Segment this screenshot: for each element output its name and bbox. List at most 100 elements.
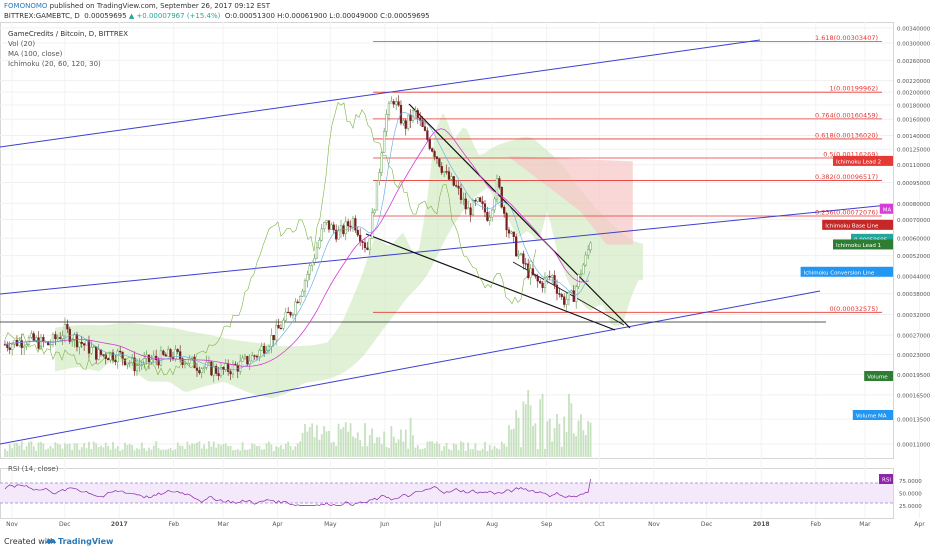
price-tick-label: 0.00044000 (897, 274, 931, 280)
candle-body (275, 325, 278, 341)
wedge-lower-trendline (365, 233, 616, 331)
volume-bar (212, 441, 215, 457)
volume-bar (143, 448, 146, 457)
volume-bar (52, 448, 54, 457)
volume-bar (116, 446, 119, 457)
volume-bar (157, 448, 160, 457)
ichimoku-cloud-bearish (507, 156, 633, 245)
candle-body (147, 354, 151, 363)
volume-bar (431, 441, 434, 457)
candle-body (270, 335, 273, 347)
volume-bar (20, 441, 23, 457)
time-tick-label: Oct (594, 521, 605, 528)
price-tag-label: Ichimoku Conversion Line (804, 270, 875, 276)
candle-body (383, 131, 386, 153)
volume-bar (217, 443, 220, 457)
candle-body (351, 218, 355, 228)
volume-bar (227, 446, 230, 457)
volume-bar (481, 448, 484, 457)
candle-body (162, 350, 165, 355)
volume-bar (404, 429, 407, 457)
candle-body (195, 367, 199, 371)
candle-body (335, 229, 338, 240)
volume-bar (438, 444, 441, 457)
volume-bar (503, 443, 506, 457)
author-name[interactable]: FOMONOMO (4, 2, 48, 10)
legend-vol: Vol (20) (8, 40, 35, 48)
volume-bar (536, 449, 539, 457)
volume-bar (296, 443, 299, 457)
volume-bar (520, 447, 522, 457)
candle-body (375, 180, 379, 211)
volume-bar (289, 446, 292, 457)
candle-body (459, 188, 463, 200)
published-text: published on TradingView.com, September … (49, 2, 270, 10)
volume-bar (80, 447, 83, 457)
rsi-tick-label: 75.0000 (899, 479, 922, 485)
candle-body (476, 197, 479, 202)
volume-bar (383, 431, 386, 457)
price-tick-label: 0.00016500 (897, 393, 931, 399)
candle-body (217, 373, 220, 377)
volume-bar (412, 435, 414, 457)
volume-bar (352, 436, 354, 457)
volume-bar (301, 432, 304, 457)
candle-body (59, 337, 62, 339)
candle-body (467, 207, 470, 210)
volume-bar (568, 393, 570, 457)
volume-bar (325, 431, 328, 457)
candle-body (210, 361, 213, 376)
volume-bar (491, 449, 494, 457)
volume-bar (162, 449, 165, 457)
fib-level-label: 0.618(0.00136020) (815, 131, 878, 139)
price-tick-label: 0.00200000 (897, 91, 931, 97)
volume-bar (541, 394, 544, 457)
candle-body (18, 340, 21, 347)
volume-bar (18, 445, 21, 457)
candle-body (39, 336, 43, 349)
candle-body (311, 262, 314, 266)
time-tick-label: Jul (433, 521, 442, 528)
volume-bar (385, 446, 388, 457)
candle-body (236, 364, 239, 372)
price-tag-label: MA (883, 207, 892, 213)
candle-body (387, 102, 391, 115)
tradingview-brand[interactable]: TradingView (58, 537, 114, 546)
candle-body (551, 275, 554, 278)
candle-body (212, 366, 215, 376)
time-tick-label: 2017 (111, 521, 128, 528)
candle-body (138, 364, 141, 366)
volume-bar (40, 441, 42, 457)
candle-body (90, 347, 93, 354)
volume-bar (364, 423, 366, 457)
candle-body (416, 110, 419, 118)
volume-bar (371, 428, 374, 457)
candle-body (555, 284, 559, 294)
candle-body (51, 334, 55, 345)
candle-body (318, 239, 321, 249)
volume-bar (558, 423, 561, 457)
volume-bar (436, 441, 438, 457)
candle-body (330, 224, 333, 230)
volume-bar (392, 436, 395, 457)
candle-body (251, 355, 254, 362)
channel-upper-line (0, 39, 761, 148)
volume-bar (527, 389, 530, 457)
volume-bar (330, 442, 333, 457)
volume-bar (565, 432, 568, 457)
candle-body (87, 340, 91, 354)
candle-body (128, 362, 131, 364)
volume-bar (496, 448, 498, 457)
volume-bar (380, 444, 383, 457)
volume-bar (589, 422, 592, 457)
volume-bar (282, 449, 285, 457)
candle-body (438, 158, 441, 167)
volume-bar (460, 441, 462, 457)
price-tag (833, 155, 893, 166)
candle-body (356, 229, 359, 236)
candle-body (20, 340, 23, 348)
candle-body (313, 257, 316, 263)
rsi-tick-label: 25.0000 (899, 504, 922, 510)
candle-body (565, 299, 568, 305)
